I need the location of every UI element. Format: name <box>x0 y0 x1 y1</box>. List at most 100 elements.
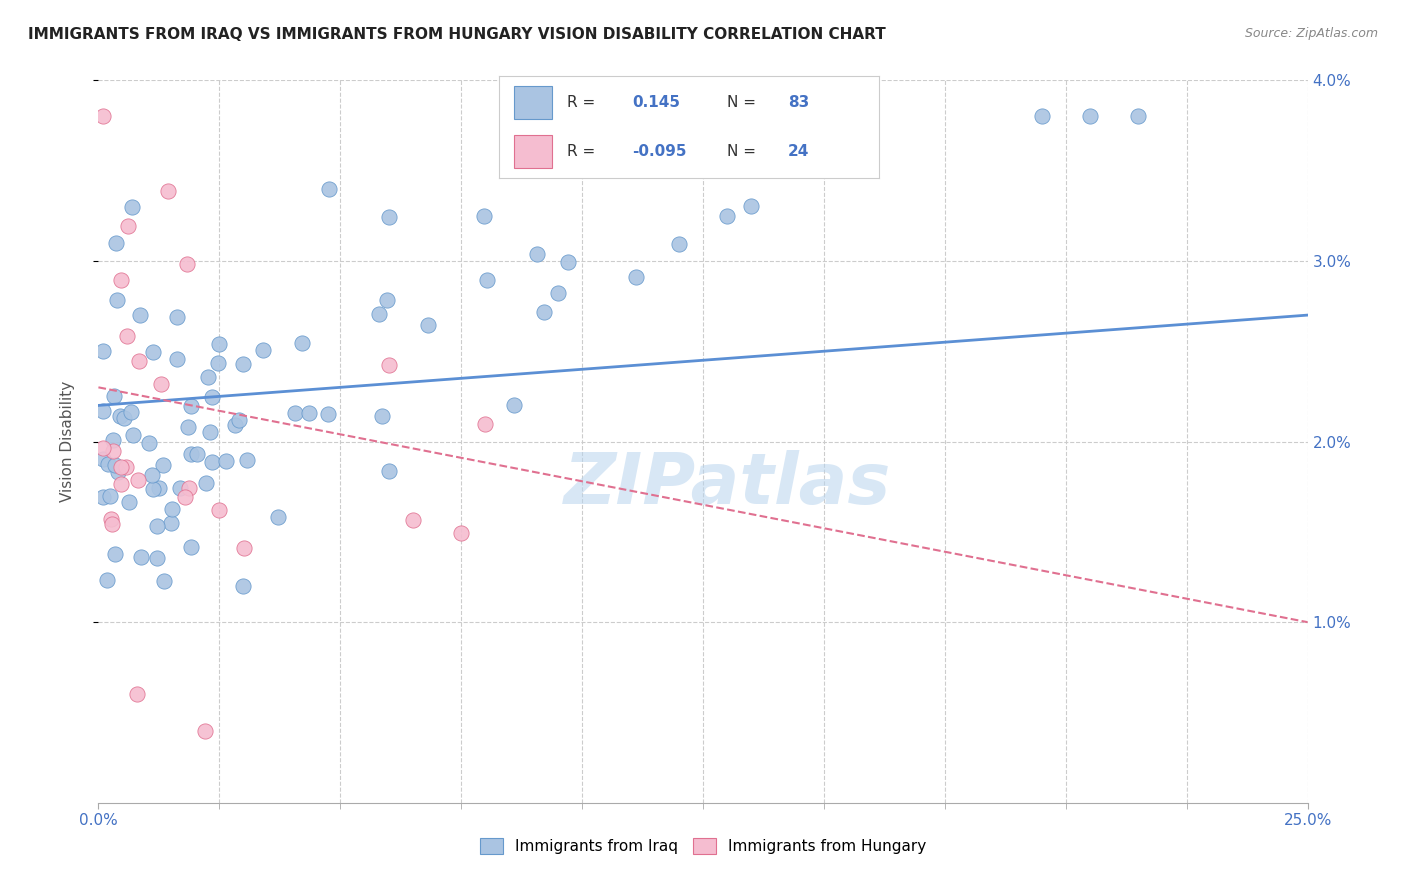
Point <box>173 490 195 504</box>
Point <box>120 405 142 419</box>
Point <box>557 255 579 269</box>
Point <box>475 273 498 287</box>
Point <box>1128 109 1150 123</box>
Point <box>232 579 254 593</box>
Point <box>180 400 202 414</box>
Point <box>224 417 246 432</box>
Point <box>91 109 114 123</box>
Point <box>291 336 314 351</box>
Bar <box>515 87 553 119</box>
Text: R =: R = <box>568 95 596 110</box>
Point <box>91 452 114 467</box>
Bar <box>515 136 553 168</box>
Point <box>160 516 183 531</box>
Point <box>1078 109 1101 123</box>
Legend: Immigrants from Iraq, Immigrants from Hungary: Immigrants from Iraq, Immigrants from Hu… <box>474 832 932 860</box>
Point <box>110 460 132 475</box>
Text: ZIPatlas: ZIPatlas <box>564 450 891 519</box>
Point <box>284 406 307 420</box>
Point <box>186 447 208 461</box>
Point <box>104 548 127 562</box>
Point <box>96 573 118 587</box>
Point <box>450 525 472 540</box>
Point <box>657 152 679 166</box>
Point <box>375 293 398 307</box>
Point <box>474 417 496 431</box>
Point <box>121 200 143 214</box>
Point <box>180 541 202 555</box>
Point <box>138 436 160 450</box>
Point <box>160 502 183 516</box>
Point <box>207 356 229 370</box>
Point <box>740 199 762 213</box>
Point <box>127 687 149 701</box>
Point <box>416 318 439 333</box>
Point <box>121 428 143 442</box>
Text: 83: 83 <box>787 95 808 110</box>
Point <box>208 503 231 517</box>
Point <box>402 512 425 526</box>
Text: 0.145: 0.145 <box>633 95 681 110</box>
Point <box>98 489 121 503</box>
Point <box>166 352 188 367</box>
Point <box>533 305 555 319</box>
Point <box>177 420 200 434</box>
Point <box>108 409 131 424</box>
Point <box>149 376 172 391</box>
Point <box>591 123 613 137</box>
Point <box>169 481 191 495</box>
Text: N =: N = <box>727 145 756 160</box>
Point <box>128 354 150 368</box>
Point <box>195 475 218 490</box>
Point <box>1031 109 1053 123</box>
Point <box>129 550 152 565</box>
Point <box>668 236 690 251</box>
Point <box>215 454 238 468</box>
Text: Source: ZipAtlas.com: Source: ZipAtlas.com <box>1244 27 1378 40</box>
Point <box>101 444 124 458</box>
Text: -0.095: -0.095 <box>633 145 686 160</box>
Point <box>547 286 569 301</box>
Point <box>104 458 127 473</box>
Point <box>624 269 647 284</box>
Point <box>103 389 125 403</box>
Text: IMMIGRANTS FROM IRAQ VS IMMIGRANTS FROM HUNGARY VISION DISABILITY CORRELATION CH: IMMIGRANTS FROM IRAQ VS IMMIGRANTS FROM … <box>28 27 886 42</box>
Y-axis label: Vision Disability: Vision Disability <box>60 381 75 502</box>
Point <box>156 184 179 198</box>
Point <box>232 541 254 555</box>
Point <box>201 390 224 404</box>
Point <box>117 219 139 233</box>
Point <box>316 407 339 421</box>
Point <box>153 574 176 588</box>
Point <box>194 723 217 738</box>
Point <box>152 458 174 472</box>
Point <box>266 510 288 524</box>
Text: 24: 24 <box>787 145 808 160</box>
Point <box>141 468 163 483</box>
Point <box>166 310 188 324</box>
Point <box>142 344 165 359</box>
Point <box>176 257 198 271</box>
Point <box>127 474 149 488</box>
Point <box>146 519 169 533</box>
Point <box>378 211 401 225</box>
Point <box>105 293 128 308</box>
Point <box>91 404 114 418</box>
Point <box>236 452 259 467</box>
Point <box>208 336 231 351</box>
Point <box>128 308 150 322</box>
Point <box>502 398 524 412</box>
Point <box>91 343 114 358</box>
Point <box>117 328 139 343</box>
Point <box>101 517 124 532</box>
Point <box>114 459 136 474</box>
Point <box>318 181 340 195</box>
Text: R =: R = <box>568 145 596 160</box>
Point <box>298 406 321 420</box>
Point <box>252 343 274 358</box>
Point <box>100 512 122 526</box>
Point <box>110 477 132 491</box>
Text: N =: N = <box>727 95 756 110</box>
Point <box>101 433 124 447</box>
Point <box>97 457 120 471</box>
